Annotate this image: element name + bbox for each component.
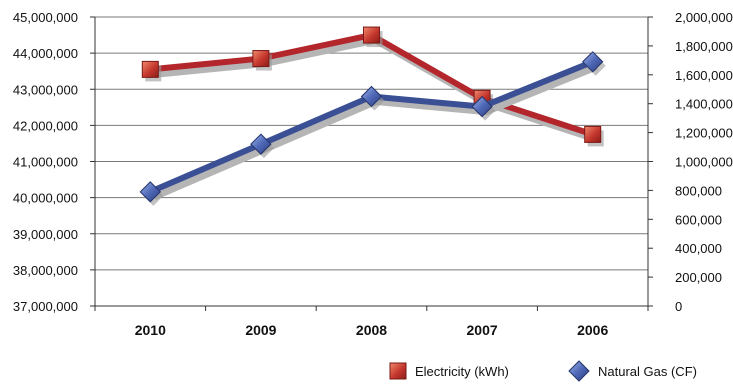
legend: Electricity (kWh) Natural Gas (CF) — [389, 360, 697, 382]
left-tick-label: 42,000,000 — [13, 118, 78, 133]
data-point-diamond — [581, 51, 604, 73]
right-tick-label: 1,800,000 — [675, 39, 733, 54]
left-tick-label: 40,000,000 — [13, 191, 78, 206]
right-tick-label: 0 — [675, 299, 682, 314]
left-tick-label: 45,000,000 — [13, 10, 78, 25]
series-electricity — [141, 26, 604, 147]
right-tick-label: 1,400,000 — [675, 97, 733, 112]
right-tick-label: 1,600,000 — [675, 68, 733, 83]
x-tick-label: 2007 — [467, 322, 498, 338]
right-tick-label: 800,000 — [675, 183, 722, 198]
right-tick-label: 2,000,000 — [675, 10, 733, 25]
legend-item: Electricity (kWh) — [389, 362, 509, 380]
legend-diamond-icon — [568, 360, 590, 382]
data-point-square — [363, 26, 380, 44]
x-tick-label: 2010 — [135, 322, 166, 338]
left-tick-label: 39,000,000 — [13, 227, 78, 242]
series — [139, 26, 606, 206]
data-point-square — [252, 50, 270, 68]
right-tick-label: 600,000 — [675, 212, 722, 227]
x-tick-label: 2008 — [356, 322, 387, 338]
right-tick-label: 200,000 — [675, 270, 722, 285]
left-tick-label: 41,000,000 — [13, 155, 78, 170]
right-tick-label: 1,000,000 — [675, 155, 733, 170]
left-tick-label: 37,000,000 — [13, 299, 78, 314]
x-axis-ticks: 2010 2009 2008 2007 2006 — [94, 306, 649, 338]
legend-item: Natural Gas (CF) — [568, 360, 697, 382]
x-tick-label: 2009 — [245, 322, 276, 338]
data-point-diamond — [471, 95, 493, 118]
legend-label: Electricity (kWh) — [415, 364, 509, 379]
data-point-diamond — [360, 85, 383, 108]
left-tick-label: 43,000,000 — [13, 82, 78, 97]
data-point-square — [141, 60, 159, 78]
right-y-axis-ticks: 0 200,000 400,000 600,000 800,000 1,000,000 1,… — [648, 10, 733, 314]
left-tick-label: 44,000,000 — [13, 46, 78, 61]
left-y-axis-ticks: 37,000,000 38,000,000 39,000,000 40,000,000… — [13, 10, 95, 314]
series-natural-gas — [139, 51, 606, 206]
right-tick-label: 1,200,000 — [675, 126, 733, 141]
legend-square-icon — [389, 362, 407, 380]
gridlines — [95, 16, 648, 307]
data-point-diamond — [250, 133, 272, 155]
left-tick-label: 38,000,000 — [13, 263, 78, 278]
data-point-diamond — [139, 181, 162, 203]
x-tick-label: 2006 — [577, 322, 608, 338]
legend-label: Natural Gas (CF) — [598, 364, 697, 379]
data-point-square — [584, 125, 602, 143]
right-tick-label: 400,000 — [675, 241, 722, 256]
